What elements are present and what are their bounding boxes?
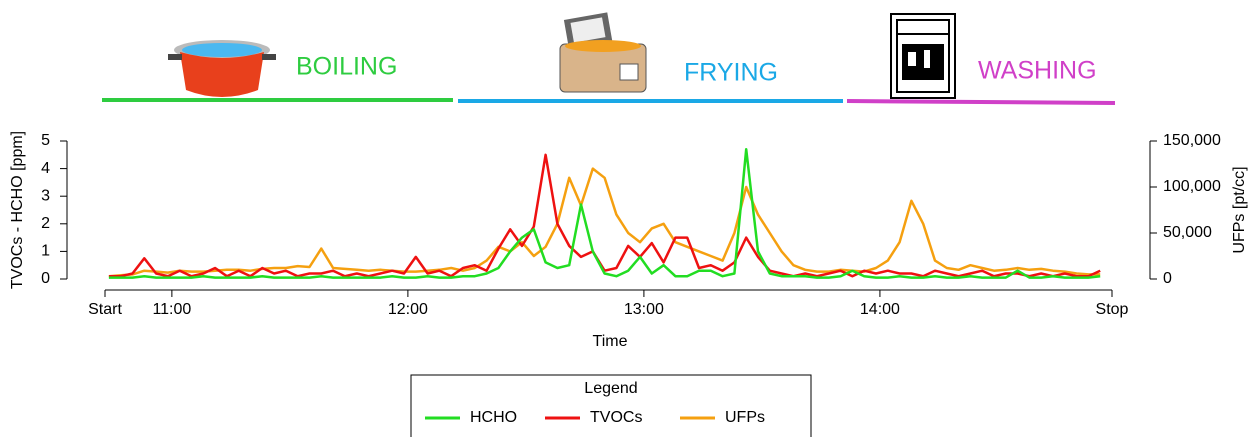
pot-icon (168, 40, 276, 97)
x-tick-label: 12:00 (388, 301, 428, 318)
chart: BOILING FRYING WASHING TVOCs - HCHO [ppm… (0, 0, 1257, 437)
x-tick-label: 14:00 (860, 301, 900, 318)
dishwasher-icon (891, 14, 955, 98)
legend-title: Legend (584, 380, 637, 397)
y-tick-label: 5 (41, 132, 50, 149)
legend-label: HCHO (470, 409, 517, 426)
series-line (109, 155, 1100, 276)
y-tick-label: 1 (41, 243, 50, 260)
legend-label: UFPs (725, 409, 765, 426)
legend-label: TVOCs (590, 409, 642, 426)
x-tick-label: Stop (1096, 301, 1129, 318)
series-line (109, 169, 1100, 277)
fryer-icon (560, 12, 646, 92)
phase-line (847, 101, 1115, 103)
y-tick-label: 2 (41, 215, 50, 232)
y2-axis-title: UFPs [pt/cc] (1231, 166, 1248, 253)
page: {"phases":[{"label":"BOILING","color":"#… (0, 0, 1257, 442)
y2-tick-label: 150,000 (1163, 132, 1221, 149)
series-line (109, 149, 1100, 277)
y-tick-label: 0 (41, 270, 50, 287)
phase-label: FRYING (684, 59, 778, 87)
x-tick-label: 13:00 (624, 301, 664, 318)
y2-tick-label: 100,000 (1163, 178, 1221, 195)
y2-tick-label: 0 (1163, 270, 1172, 287)
y-axis-title: TVOCs - HCHO [ppm] (9, 131, 26, 289)
y2-tick-label: 50,000 (1163, 224, 1212, 241)
phase-label: WASHING (978, 57, 1097, 85)
phase-label: BOILING (296, 53, 397, 81)
y-tick-label: 3 (41, 187, 50, 204)
x-tick-label: Start (88, 301, 122, 318)
x-tick-label: 11:00 (152, 301, 191, 318)
y-tick-label: 4 (41, 160, 50, 177)
x-axis-title: Time (593, 333, 628, 350)
